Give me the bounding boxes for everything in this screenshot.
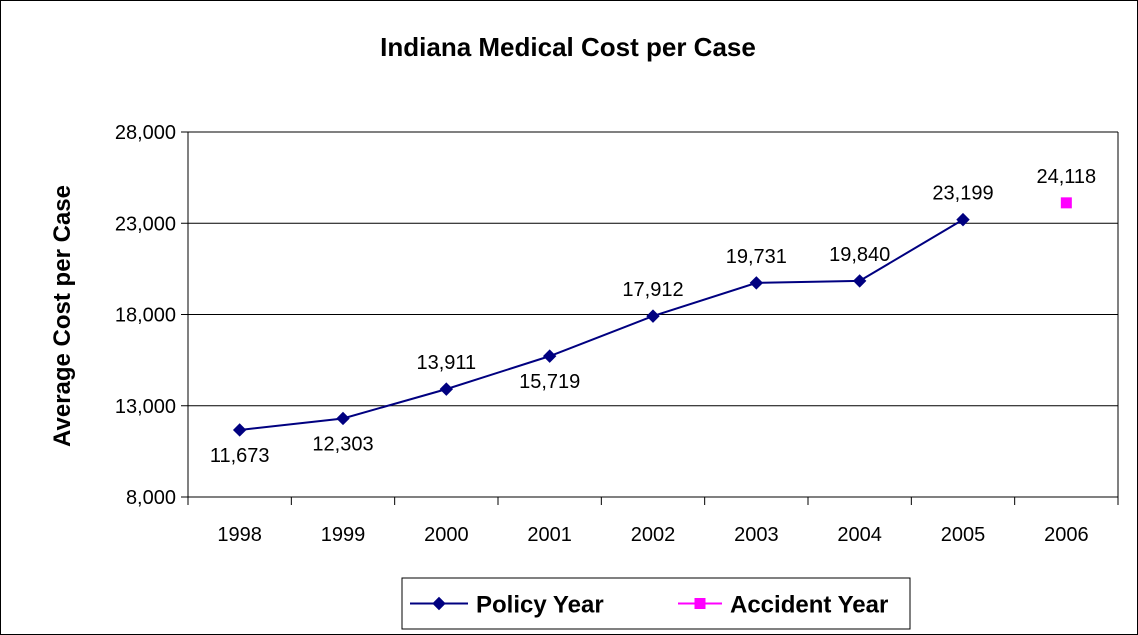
data-label: 11,673: [210, 445, 270, 467]
data-label: 19,840: [829, 244, 890, 266]
data-label: 12,303: [312, 433, 373, 455]
x-tick-label: 2001: [527, 524, 572, 546]
data-point: [439, 382, 454, 396]
y-tick-label: 13,000: [115, 396, 176, 418]
series-line-policy-year: [239, 218, 964, 431]
data-point: [542, 349, 557, 363]
legend-label: Accident Year: [730, 592, 888, 619]
y-tick-label: 8,000: [126, 487, 176, 509]
data-point: [852, 274, 867, 288]
x-tick-label: 2000: [424, 524, 469, 546]
chart-title: Indiana Medical Cost per Case: [380, 32, 756, 62]
legend-label: Policy Year: [476, 592, 604, 619]
data-point: [232, 423, 247, 437]
data-point: [749, 276, 764, 290]
y-axis-label: Average Cost per Case: [49, 185, 76, 447]
data-label: 17,912: [622, 279, 683, 301]
data-label: 15,719: [519, 371, 580, 393]
x-tick-label: 2004: [837, 524, 882, 546]
data-point: [336, 411, 350, 426]
legend: Policy Year Accident Year: [401, 577, 911, 630]
data-label: 19,731: [726, 246, 787, 268]
x-tick-label: 1998: [217, 524, 262, 546]
x-tick-label: 2005: [941, 524, 986, 546]
plot-area: 8,000 13,000 18,000 23,000 28,000 1998 1999 200…: [115, 122, 1119, 546]
x-tick-label: 2006: [1044, 524, 1089, 546]
y-tick-label: 23,000: [115, 213, 176, 235]
x-tick-label: 2003: [734, 524, 779, 546]
y-tick-label: 28,000: [115, 122, 176, 144]
data-label: 23,199: [932, 183, 993, 205]
legend-marker: [694, 598, 706, 609]
legend-box: [401, 577, 911, 630]
data-point: [646, 309, 660, 323]
x-tick-label: 1999: [321, 524, 366, 546]
x-tick-label: 2002: [631, 524, 676, 546]
data-point: [1060, 197, 1072, 209]
data-point: [956, 212, 970, 227]
data-label: 24,118: [1036, 166, 1096, 188]
y-tick-label: 18,000: [115, 305, 176, 327]
legend-marker: [432, 596, 446, 611]
data-label: 13,911: [416, 352, 476, 374]
